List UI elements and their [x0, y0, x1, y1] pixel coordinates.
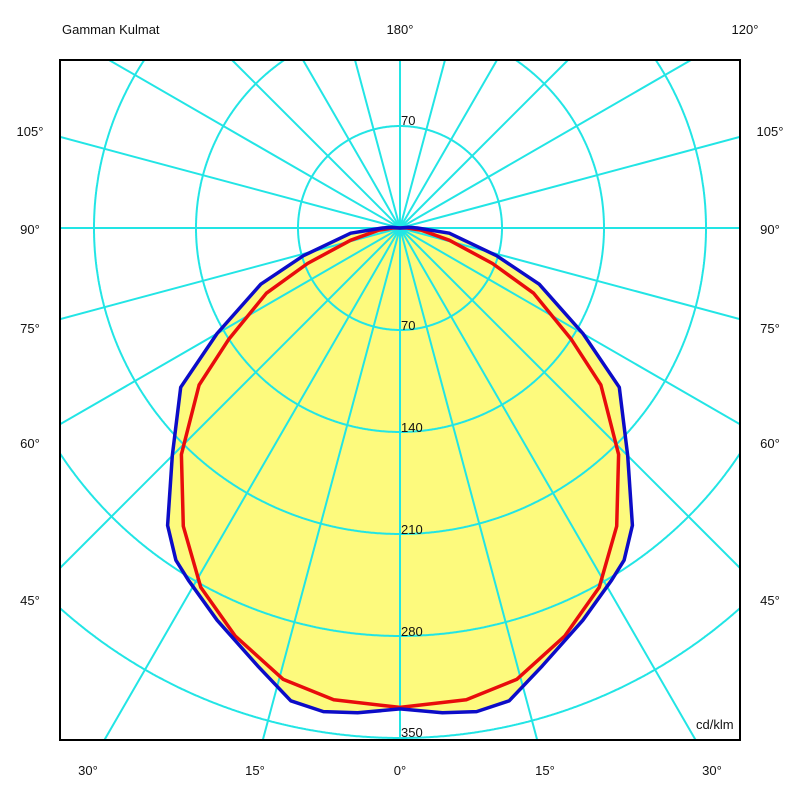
grid-radial-line — [60, 135, 401, 229]
radial-tick-label-top: 70 — [401, 113, 415, 128]
angle-label-right: 60° — [760, 436, 780, 451]
grid-radial-line — [108, 60, 401, 229]
grid-radial-line — [354, 60, 401, 229]
grid-radial-line — [60, 227, 401, 569]
grid-radial-line — [399, 227, 740, 569]
grid-radial-line — [103, 227, 401, 740]
plot-frame — [59, 59, 741, 741]
angle-label-top-120: 120° — [732, 22, 759, 37]
grid-circle — [60, 607, 740, 739]
radial-tick-label: 70 — [401, 318, 415, 333]
angle-label-bottom: 30° — [702, 763, 722, 778]
grid-radial-line — [399, 60, 498, 229]
grid-radial-line — [399, 135, 740, 229]
grid-radial-line — [399, 60, 692, 229]
grid-radial-line — [399, 227, 539, 740]
grid-radial-line — [231, 60, 401, 229]
grid-radial-line — [399, 60, 569, 229]
chart-title: Gamman Kulmat — [62, 22, 160, 37]
angle-label-bottom: 15° — [245, 763, 265, 778]
intensity-curve-series-2 — [165, 225, 635, 715]
grid-circle — [60, 453, 740, 637]
angle-label-left: 105° — [17, 124, 44, 139]
grid-radial-line — [302, 60, 401, 229]
angle-label-right: 105° — [757, 124, 784, 139]
angle-label-top-180: 180° — [387, 22, 414, 37]
radial-tick-label: 140 — [401, 420, 423, 435]
grid-radial-line — [399, 60, 446, 229]
unit-label: cd/klm — [696, 717, 734, 732]
grid-radial-line — [60, 227, 401, 426]
radial-tick-label: 210 — [401, 522, 423, 537]
angle-label-left: 60° — [20, 436, 40, 451]
grid-radial-line — [399, 227, 740, 426]
angle-label-right: 75° — [760, 321, 780, 336]
radial-tick-label: 280 — [401, 624, 423, 639]
grid-radial-line — [399, 227, 697, 740]
intensity-curves — [165, 225, 635, 715]
angle-label-bottom: 30° — [78, 763, 98, 778]
radial-tick-label: 350 — [401, 725, 423, 740]
angle-label-right: 45° — [760, 593, 780, 608]
grid-radial-line — [261, 227, 401, 740]
angle-label-left: 75° — [20, 321, 40, 336]
angle-label-right: 90° — [760, 222, 780, 237]
angle-label-bottom: 0° — [394, 763, 406, 778]
grid-circle — [93, 60, 707, 535]
angle-label-left: 90° — [20, 222, 40, 237]
grid-circle — [195, 60, 605, 433]
polar-grid — [60, 60, 740, 740]
angle-label-left: 45° — [20, 593, 40, 608]
angle-label-bottom: 15° — [535, 763, 555, 778]
